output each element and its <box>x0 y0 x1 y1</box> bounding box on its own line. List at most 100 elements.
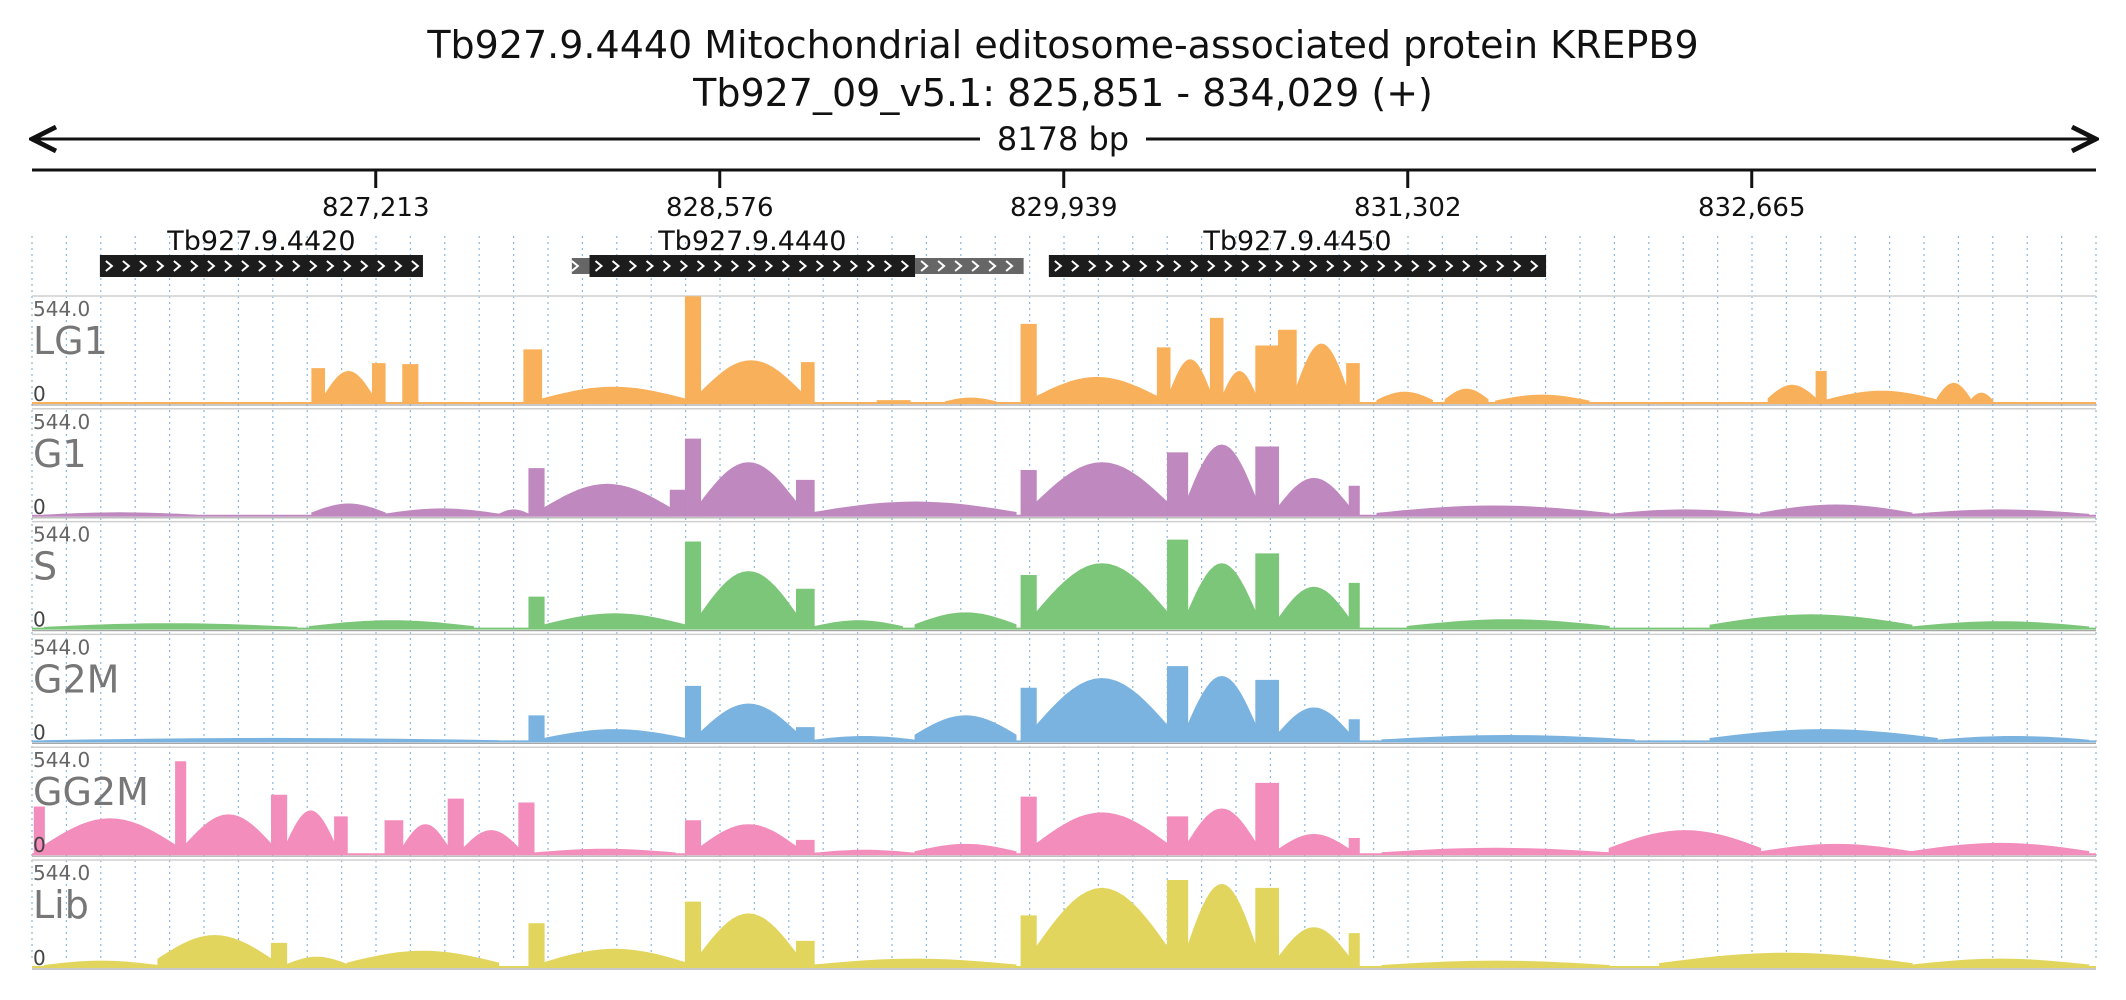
coverage-segment <box>1035 677 1169 742</box>
strand-chevron <box>360 260 369 272</box>
strand-chevron <box>954 260 963 272</box>
ruler-tick-label: 832,665 <box>1698 193 1806 223</box>
coverage-segment <box>795 727 815 742</box>
coverage-segment <box>1156 347 1171 404</box>
coverage-segment <box>286 956 348 968</box>
strand-chevron <box>1292 260 1301 272</box>
gene-cds <box>99 255 423 277</box>
strand-chevron <box>1462 260 1471 272</box>
strand-chevron <box>1377 260 1386 272</box>
coverage-segment <box>1020 470 1037 517</box>
strand-chevron <box>628 260 638 272</box>
coverage-segment <box>1709 729 1938 742</box>
coverage-segment <box>533 848 676 855</box>
track-name-label: GG2M <box>33 770 149 814</box>
strand-chevron <box>832 260 842 272</box>
coverage-segment <box>813 501 1017 517</box>
strand-chevron <box>1156 260 1165 272</box>
strand-chevron <box>883 260 893 272</box>
strand-chevron <box>190 260 199 272</box>
coverage-segment <box>1187 444 1257 517</box>
coverage-segment <box>543 729 686 742</box>
coverage-segment <box>498 509 530 517</box>
coverage-segment <box>813 736 916 742</box>
coverage-segment <box>813 849 916 855</box>
coverage-segment <box>1911 509 2090 517</box>
coverage-segment <box>1346 363 1360 404</box>
coverage-segment <box>1187 675 1257 742</box>
coverage-segment <box>1020 796 1037 855</box>
track-zero-label: 0 <box>33 833 46 857</box>
coverage-segment <box>1444 388 1489 404</box>
coverage-segment <box>1376 505 1610 517</box>
coverage-segment <box>43 623 298 630</box>
strand-chevron <box>343 260 352 272</box>
strand-chevron <box>105 260 114 272</box>
coverage-segment <box>523 349 543 404</box>
strand-chevron <box>207 260 216 272</box>
coverage-segment <box>1911 958 2090 968</box>
strand-chevron <box>747 260 757 272</box>
track-max-label: 544.0 <box>33 635 90 659</box>
coverage-segment <box>1911 621 2090 630</box>
coverage-segment <box>684 901 702 968</box>
coverage-segment <box>813 620 904 630</box>
ruler-tick-label: 831,302 <box>1354 193 1462 223</box>
coverage-segment <box>1278 329 1297 404</box>
track-max-label: 544.0 <box>33 410 90 434</box>
strand-chevron <box>122 260 131 272</box>
strand-chevron <box>1207 260 1216 272</box>
coverage-segment <box>684 685 702 742</box>
coverage-segment <box>876 400 911 404</box>
coverage-segment <box>1815 371 1827 404</box>
coverage-segment <box>795 588 815 630</box>
strand-chevron <box>1428 260 1437 272</box>
ruler-tick-label: 829,939 <box>1010 193 1118 223</box>
coverage-segment <box>185 814 273 855</box>
gene-Tb927.9.4450: Tb927.9.4450 <box>1048 226 1547 277</box>
coverage-segment <box>384 820 404 855</box>
coverage-segment <box>700 462 798 517</box>
coverage-segment <box>1187 563 1257 630</box>
strand-chevron <box>173 260 182 272</box>
strand-chevron <box>258 260 267 272</box>
coverage-segment <box>518 802 535 855</box>
strand-chevron <box>326 260 335 272</box>
strand-chevron <box>1224 260 1233 272</box>
coverage-segment <box>1348 485 1360 517</box>
coverage-segment <box>462 830 520 855</box>
coverage-segment <box>1608 509 1762 517</box>
coverage-segment <box>1659 952 1913 968</box>
coverage-segment <box>1166 452 1189 517</box>
strand-chevron <box>696 260 706 272</box>
coverage-segment <box>795 940 815 968</box>
coverage-segment <box>1495 394 1590 404</box>
strand-chevron <box>798 260 808 272</box>
coverage-segment <box>795 479 815 517</box>
gene-label: Tb927.9.4450 <box>1202 226 1391 257</box>
gene-Tb927.9.4440: Tb927.9.4440 <box>571 226 1024 277</box>
coverage-segment <box>1035 812 1169 855</box>
coverage-segment <box>543 613 686 630</box>
strand-chevron <box>156 260 165 272</box>
coverage-segment <box>1911 842 2090 855</box>
coverage-segment <box>944 397 997 404</box>
coverage-segment <box>813 958 1017 968</box>
coverage-segment <box>543 948 686 968</box>
strand-chevron <box>937 260 946 272</box>
coverage-segment <box>1936 382 1971 404</box>
track-max-label: 544.0 <box>33 297 90 321</box>
coverage-segment <box>1376 391 1434 404</box>
coverage-segment <box>795 839 815 855</box>
span-indicator: 8178 bp <box>32 120 2096 158</box>
gene-utr5 <box>571 258 590 274</box>
coverage-segment <box>1255 345 1280 404</box>
track-max-label: 544.0 <box>33 861 90 885</box>
coverage-segment <box>271 794 288 855</box>
coverage-segment <box>1767 384 1817 404</box>
coverage-segment <box>684 296 702 404</box>
coverage-segment <box>1295 343 1348 404</box>
track-LG1: 544.0 0 LG1 <box>32 295 2096 406</box>
coverage-segment <box>1166 816 1189 855</box>
